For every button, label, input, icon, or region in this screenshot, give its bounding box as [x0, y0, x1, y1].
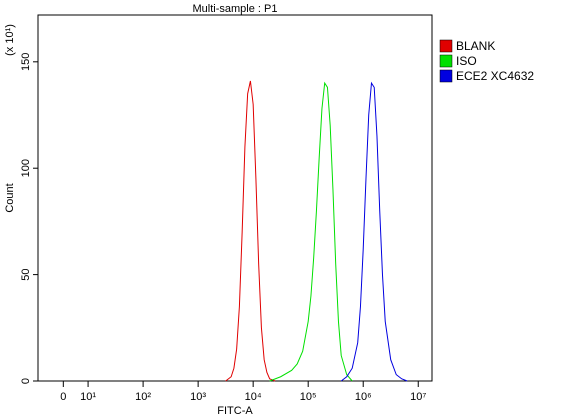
y-axis-label: Count: [4, 183, 16, 212]
x-tick-label: 0: [60, 391, 66, 403]
x-tick-label: 10⁴: [245, 391, 262, 403]
legend-swatch: [439, 54, 453, 68]
y-tick-label: 0: [20, 378, 32, 384]
x-tick-label: 10⁶: [355, 391, 372, 403]
series-line: [225, 80, 276, 382]
plot-frame: [37, 14, 433, 382]
x-tick-label: 10⁵: [300, 391, 317, 403]
legend-swatch: [439, 39, 453, 53]
x-tick-label: 10¹: [80, 391, 96, 403]
x-tick-label: 10³: [190, 391, 206, 403]
y-tick-label: 50: [20, 268, 32, 280]
series-line: [340, 81, 408, 382]
x-axis-label: FITC-A: [217, 405, 253, 417]
legend-label: ISO: [456, 54, 477, 68]
x-tick-label: 10⁷: [410, 391, 426, 403]
legend-label: BLANK: [456, 39, 495, 53]
legend-label: ECE2 XC4632: [456, 69, 534, 83]
y-multiplier: (x 10¹): [4, 24, 16, 56]
x-tick-label: 10²: [135, 391, 151, 403]
chart-title: Multi-sample : P1: [193, 3, 278, 15]
series-line: [269, 81, 353, 382]
y-tick-label: 100: [20, 159, 32, 177]
y-tick-label: 150: [20, 53, 32, 71]
legend-swatch: [439, 69, 453, 83]
